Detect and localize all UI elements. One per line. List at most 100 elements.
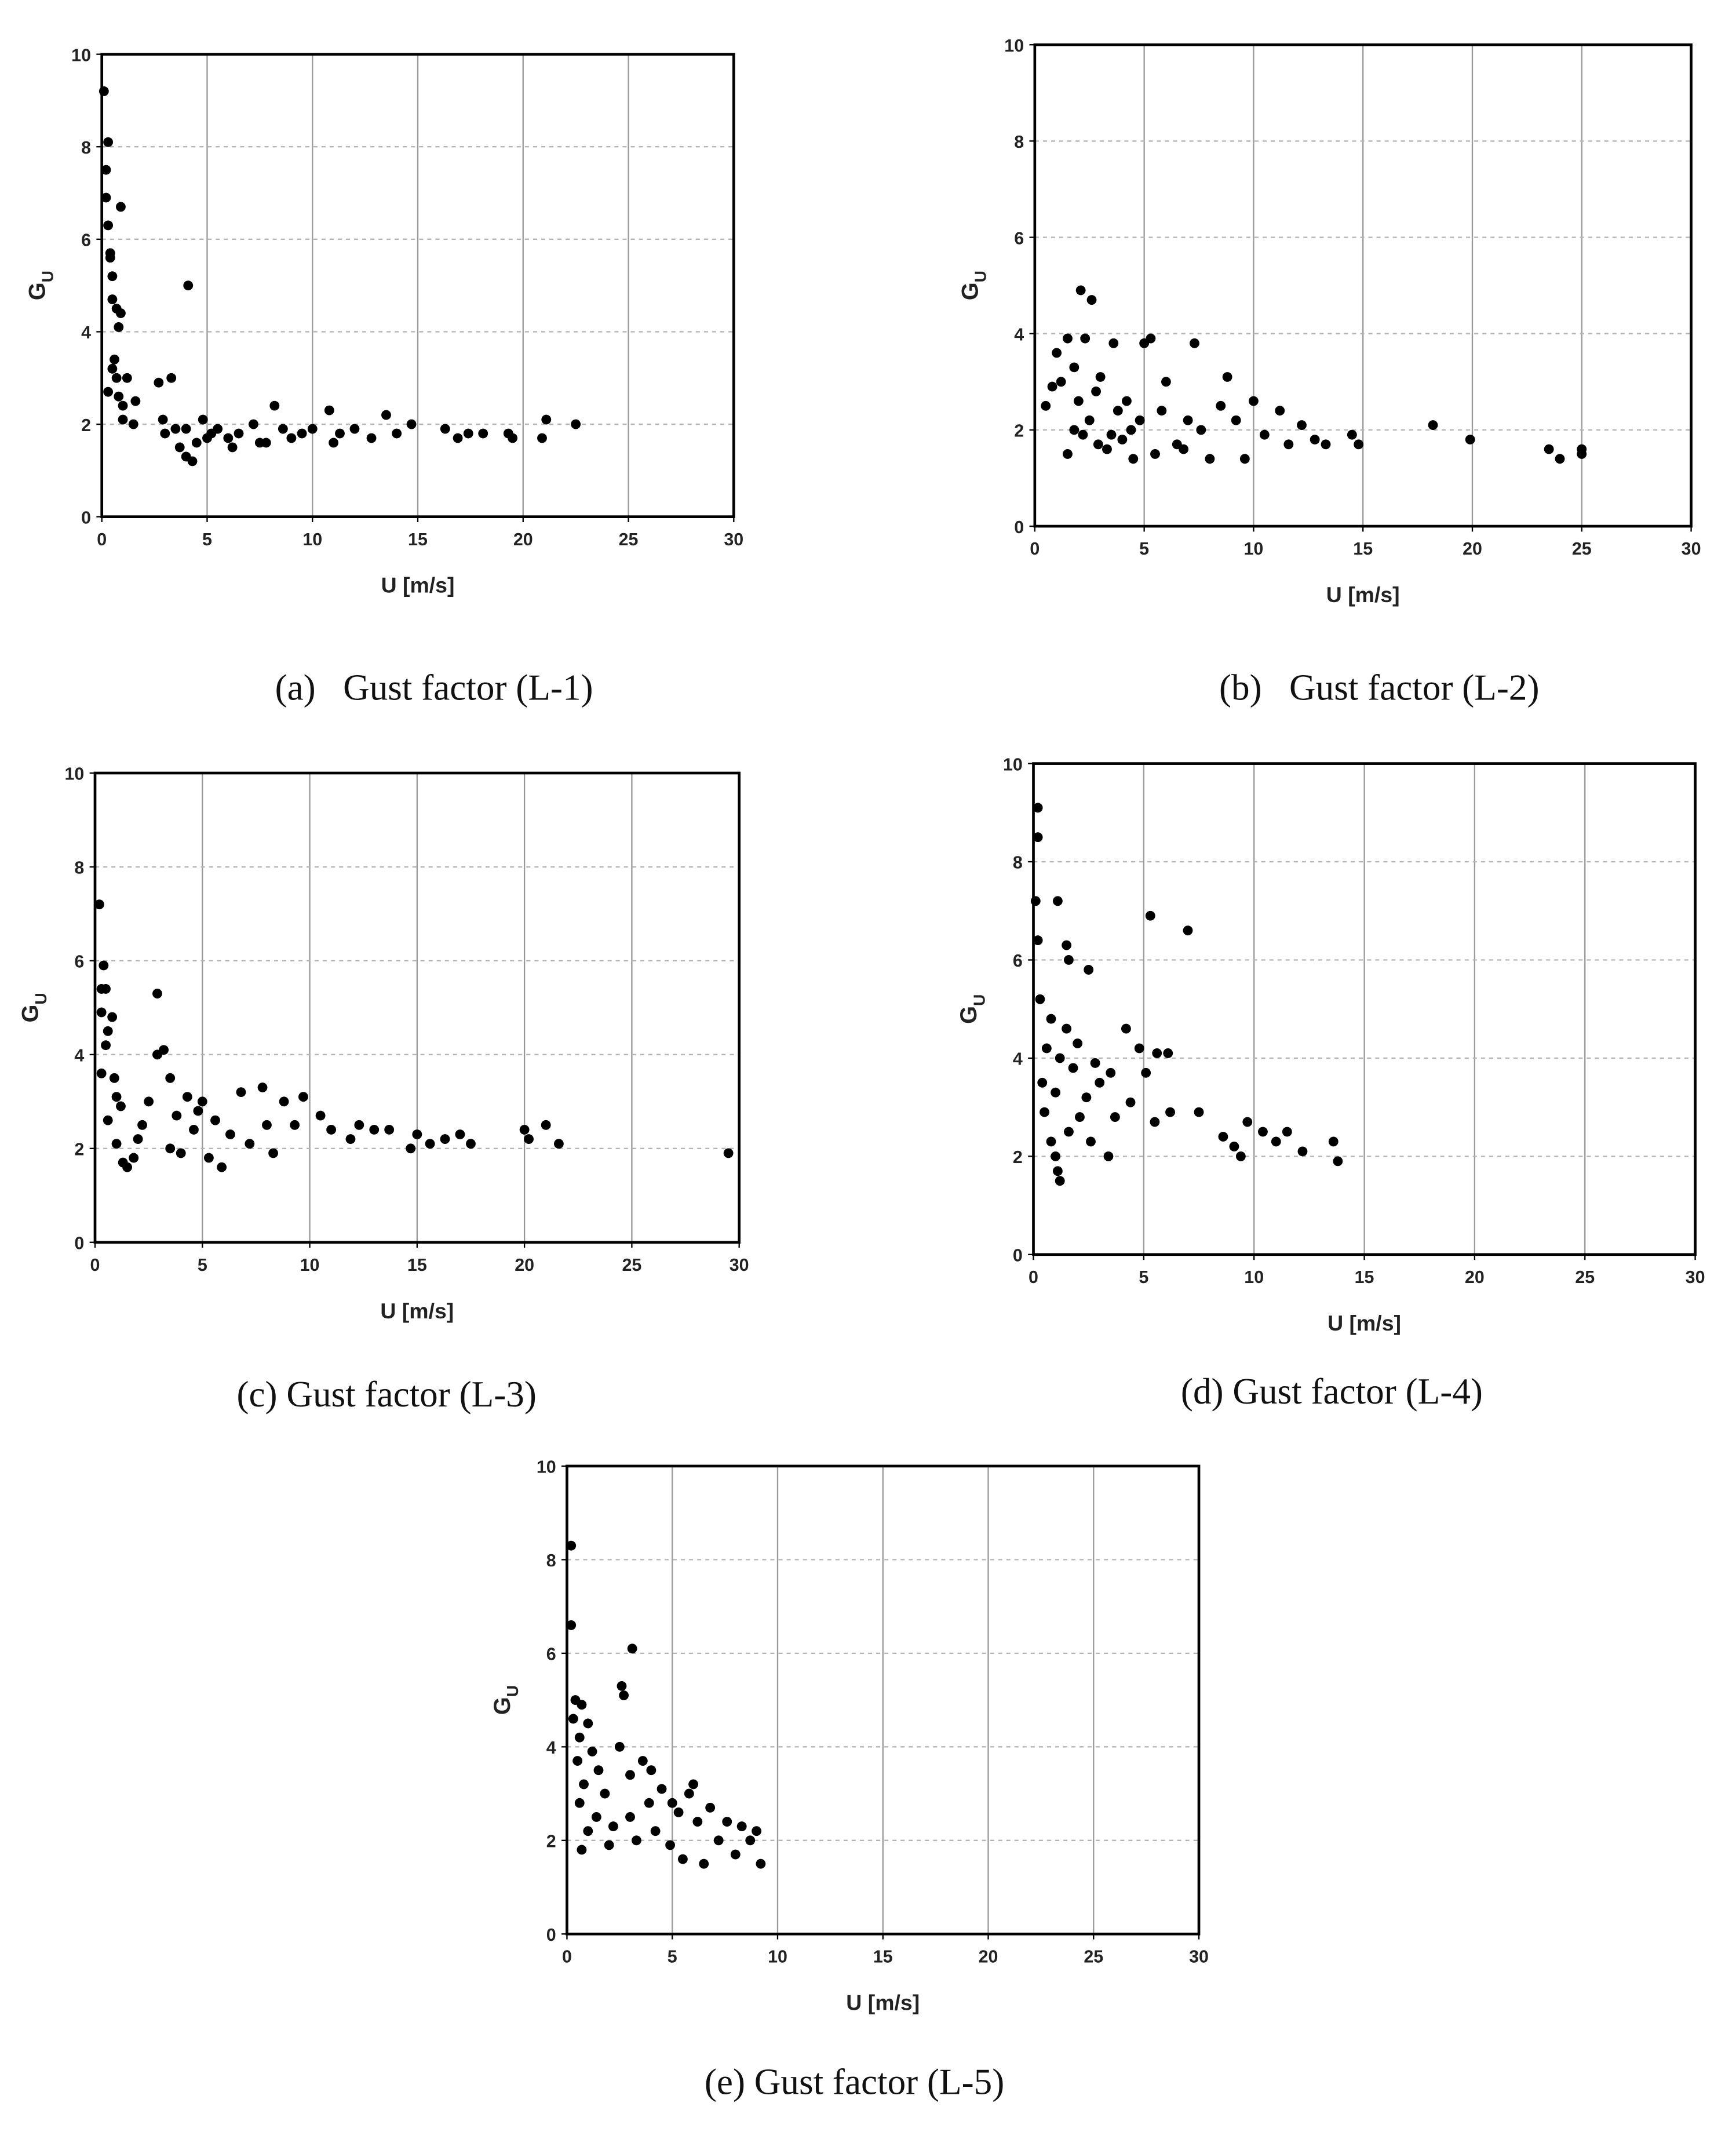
y-axis-label-sub: U <box>32 993 50 1004</box>
point <box>286 433 297 443</box>
point <box>1086 295 1097 305</box>
y-tick-label: 0 <box>546 1925 556 1945</box>
point <box>1033 803 1043 813</box>
point <box>665 1840 676 1850</box>
y-tick-label: 0 <box>81 508 91 527</box>
point <box>1052 348 1062 358</box>
x-tick-label: 5 <box>668 1947 677 1966</box>
x-tick-label: 10 <box>768 1947 787 1966</box>
point <box>223 433 234 443</box>
x-tick-label: 10 <box>1244 1267 1264 1287</box>
y-axis-label-main: G <box>490 1697 515 1715</box>
point <box>107 271 118 282</box>
y-tick-label: 10 <box>1003 755 1023 774</box>
x-axis-label: U [m/s] <box>1326 582 1400 607</box>
point <box>335 428 345 439</box>
point <box>644 1798 654 1808</box>
point <box>1055 1053 1065 1063</box>
point <box>210 1115 220 1125</box>
x-tick-label: 15 <box>1355 1267 1374 1287</box>
point <box>105 253 115 263</box>
point <box>673 1807 684 1817</box>
x-tick-label: 10 <box>302 530 322 549</box>
point <box>118 414 128 425</box>
point <box>144 1096 154 1107</box>
point <box>202 433 212 443</box>
point <box>604 1840 614 1850</box>
point <box>1126 425 1136 435</box>
x-tick-label: 0 <box>1029 1267 1038 1287</box>
y-tick-label: 6 <box>74 952 84 972</box>
chart-caption: (e) Gust factor (L-5) <box>705 2061 1004 2102</box>
point <box>1125 1097 1136 1107</box>
point <box>307 424 318 434</box>
point <box>1041 1043 1052 1054</box>
point <box>326 1124 337 1135</box>
point <box>1134 1043 1144 1054</box>
point <box>478 428 488 439</box>
point <box>614 1741 625 1752</box>
point <box>463 428 473 439</box>
point <box>566 1540 577 1551</box>
y-tick-label: 0 <box>74 1233 84 1253</box>
x-tick-label: 20 <box>1463 539 1482 559</box>
point <box>279 1096 289 1107</box>
point <box>96 1007 107 1018</box>
point <box>116 202 126 212</box>
point <box>1183 925 1193 936</box>
point <box>154 377 164 388</box>
point <box>440 1134 450 1145</box>
point <box>1465 435 1475 444</box>
point <box>1102 444 1112 454</box>
x-tick-label: 30 <box>730 1255 749 1275</box>
point <box>329 438 339 448</box>
point <box>574 1798 585 1808</box>
point <box>1075 285 1086 296</box>
point <box>176 1148 186 1158</box>
point <box>608 1821 618 1832</box>
point <box>577 1845 587 1855</box>
point <box>1310 435 1320 444</box>
point <box>261 438 271 448</box>
point <box>297 428 307 439</box>
point <box>677 1854 688 1864</box>
x-tick-label: 0 <box>97 530 107 549</box>
point <box>191 438 202 448</box>
point <box>1275 406 1285 416</box>
point <box>1333 1156 1343 1167</box>
chart: 0 5 10 15 20 25 30 0 2 4 6 8 10 U [m/s] GU (d) Gust fac… <box>956 755 1705 1412</box>
point <box>170 424 181 434</box>
point <box>101 165 111 175</box>
point <box>1259 429 1270 440</box>
y-tick-label: 4 <box>546 1738 556 1758</box>
x-tick-label: 25 <box>1084 1947 1103 1966</box>
point <box>1062 1023 1072 1034</box>
point <box>182 1092 192 1102</box>
point <box>745 1835 756 1846</box>
point <box>1103 1151 1114 1161</box>
x-tick-label: 10 <box>300 1255 320 1275</box>
x-tick-label: 15 <box>408 530 428 549</box>
point <box>129 1153 139 1163</box>
point <box>249 419 258 429</box>
point <box>1328 1136 1339 1147</box>
point <box>537 433 547 443</box>
point <box>290 1120 300 1130</box>
y-tick-label: 10 <box>64 764 84 784</box>
point <box>1239 454 1250 464</box>
point <box>103 1115 113 1125</box>
point <box>1218 1132 1228 1142</box>
x-tick-label: 0 <box>1030 539 1040 559</box>
point <box>116 1101 126 1111</box>
point <box>1069 425 1079 435</box>
y-tick-label: 8 <box>1014 132 1024 152</box>
y-tick-label: 4 <box>81 323 91 342</box>
point <box>600 1788 610 1799</box>
point <box>103 387 114 397</box>
chart: 0 5 10 15 20 25 30 0 2 4 6 8 10 U [m/s] GU (c) Gust fac… <box>18 764 749 1415</box>
x-tick-label: 20 <box>1465 1267 1485 1287</box>
point <box>213 424 223 434</box>
point <box>1081 1092 1092 1103</box>
point <box>203 1153 214 1163</box>
point <box>688 1779 698 1790</box>
